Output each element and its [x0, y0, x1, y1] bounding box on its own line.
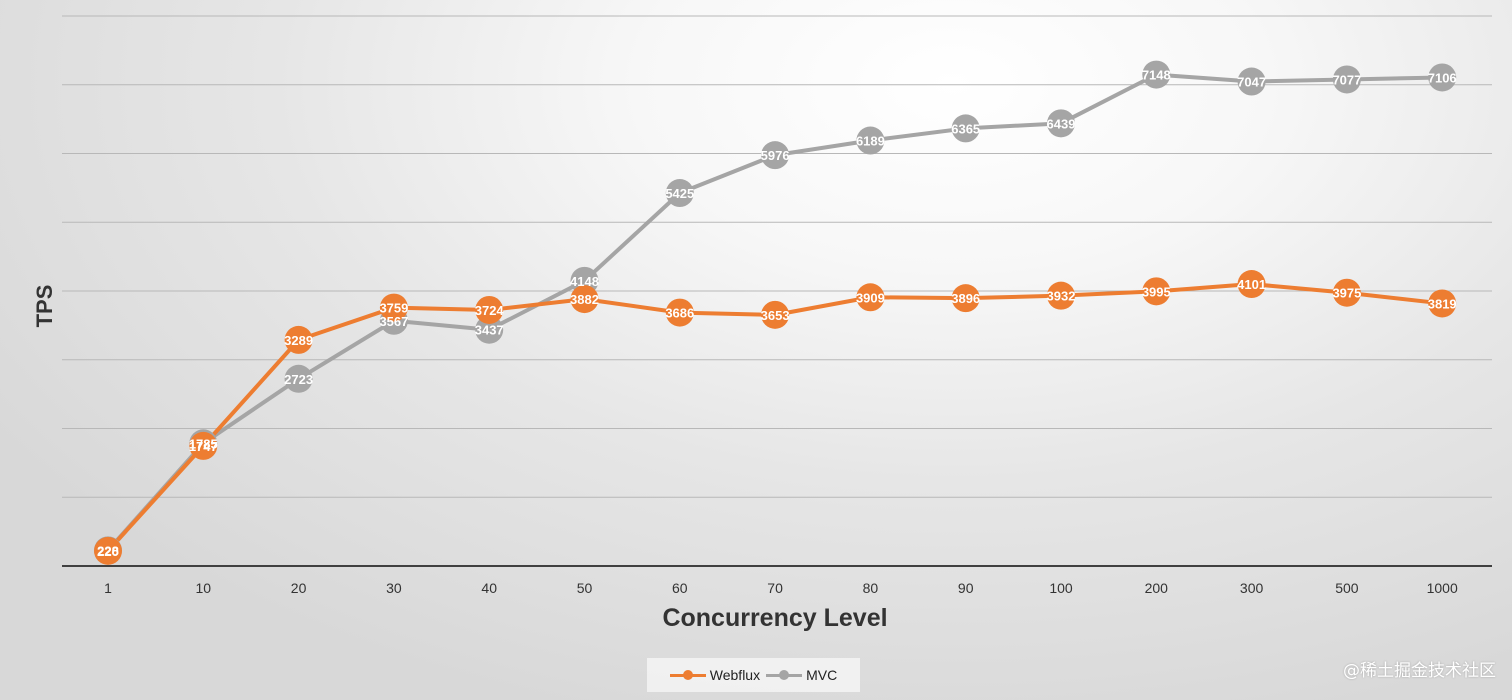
- x-tick-label: 500: [1335, 580, 1359, 596]
- data-label-mvc: 3567: [379, 314, 408, 329]
- data-point-webflux: [1428, 289, 1457, 318]
- data-point-webflux: [761, 300, 790, 329]
- data-point-webflux: [1142, 277, 1171, 306]
- data-point-webflux: [94, 536, 122, 565]
- y-axis-title: TPS: [32, 284, 57, 328]
- x-tick-label: 80: [863, 580, 879, 596]
- legend: Webflux MVC: [647, 658, 860, 692]
- data-point-webflux: [1332, 278, 1361, 307]
- data-point-webflux: [284, 325, 313, 354]
- data-point-webflux: [665, 298, 694, 327]
- legend-item-mvc[interactable]: MVC: [766, 667, 837, 683]
- data-point-webflux: [1237, 270, 1266, 299]
- data-label-mvc: 4148: [570, 274, 599, 289]
- x-tick-label: 20: [291, 580, 307, 596]
- legend-marker-mvc: [766, 668, 803, 682]
- data-label-webflux: 3819: [1428, 296, 1457, 311]
- data-label-mvc: 7077: [1332, 72, 1361, 87]
- data-point-mvc: [475, 315, 504, 344]
- data-label-webflux: 3909: [856, 290, 885, 305]
- data-label-webflux: 3759: [379, 301, 408, 316]
- data-label-webflux: 3653: [761, 308, 790, 323]
- data-label-mvc: 5976: [761, 148, 790, 163]
- data-label-mvc: 7106: [1428, 70, 1457, 85]
- data-label-mvc: 228: [97, 543, 119, 558]
- data-point-webflux: [379, 293, 408, 322]
- x-tick-label: 30: [386, 580, 402, 596]
- data-label-webflux: 1747: [189, 439, 218, 454]
- x-tick-label: 10: [196, 580, 212, 596]
- data-point-mvc: [1237, 67, 1266, 96]
- data-point-mvc: [951, 114, 980, 143]
- x-tick-label: 50: [577, 580, 593, 596]
- data-point-webflux: [1047, 281, 1075, 310]
- data-label-webflux: 3896: [951, 291, 980, 306]
- data-point-webflux: [475, 295, 504, 324]
- x-axis-title: Concurrency Level: [662, 604, 888, 632]
- data-label-webflux: 3686: [665, 306, 694, 321]
- data-point-webflux: [189, 431, 218, 460]
- x-tick-label: 300: [1240, 580, 1264, 596]
- x-tick-label: 1000: [1427, 580, 1458, 596]
- data-label-webflux: 3995: [1142, 284, 1171, 299]
- data-point-mvc: [1142, 60, 1171, 89]
- data-point-mvc: [761, 141, 790, 170]
- legend-item-webflux[interactable]: Webflux: [669, 667, 761, 683]
- legend-label-webflux: Webflux: [709, 667, 761, 683]
- data-label-mvc: 2723: [284, 372, 313, 387]
- data-label-webflux: 3289: [284, 333, 313, 348]
- data-point-mvc: [856, 126, 885, 155]
- x-tick-label: 40: [481, 580, 497, 596]
- data-point-webflux: [951, 284, 980, 313]
- x-tick-label: 100: [1049, 580, 1073, 596]
- data-point-mvc: [665, 179, 694, 208]
- data-label-webflux: 4101: [1237, 277, 1266, 292]
- data-point-webflux: [856, 283, 885, 312]
- data-point-webflux: [570, 285, 599, 314]
- data-label-webflux: 3932: [1047, 289, 1076, 304]
- legend-label-mvc: MVC: [806, 667, 838, 683]
- data-point-mvc: [1428, 63, 1457, 92]
- x-tick-label: 60: [672, 580, 688, 596]
- x-tick-label: 90: [958, 580, 974, 596]
- data-point-mvc: [1332, 65, 1361, 94]
- watermark: @稀土掘金技术社区: [1343, 661, 1496, 681]
- x-tick-label: 70: [767, 580, 783, 596]
- data-label-webflux: 3724: [475, 303, 505, 318]
- data-point-mvc: [284, 364, 313, 393]
- data-label-mvc: 6189: [856, 134, 885, 149]
- legend-marker-webflux: [669, 668, 706, 682]
- data-label-mvc: 6439: [1047, 116, 1076, 131]
- data-label-webflux: 3975: [1332, 286, 1361, 301]
- data-label-webflux: 3882: [570, 292, 599, 307]
- data-label-mvc: 1785: [189, 436, 218, 451]
- data-point-mvc: [1047, 109, 1075, 138]
- data-label-mvc: 5425: [665, 186, 694, 201]
- data-label-mvc: 6365: [951, 121, 980, 136]
- data-label-mvc: 7047: [1237, 75, 1266, 90]
- data-label-mvc: 7148: [1142, 68, 1171, 83]
- x-tick-label: 200: [1145, 580, 1169, 596]
- data-label-webflux: 220: [97, 544, 119, 559]
- x-tick-label: 1: [104, 580, 112, 596]
- data-label-mvc: 3437: [475, 323, 504, 338]
